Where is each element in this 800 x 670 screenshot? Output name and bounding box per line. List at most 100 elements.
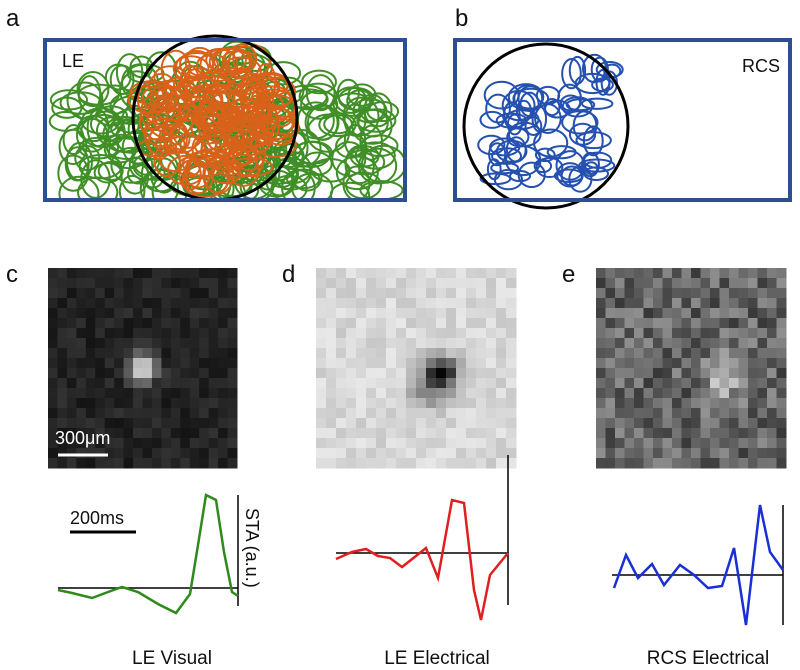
rf-ellipse	[121, 129, 155, 165]
panel-label: c	[6, 261, 18, 288]
pixel	[436, 338, 447, 349]
pixel	[66, 288, 77, 299]
pixel	[691, 438, 701, 449]
pixel	[227, 458, 238, 469]
pixel	[151, 358, 162, 369]
pixel	[76, 368, 87, 379]
pixel	[416, 288, 427, 299]
pixel	[336, 338, 347, 349]
rf-ellipse	[143, 168, 177, 193]
pixel	[161, 388, 172, 399]
pixel	[466, 278, 477, 289]
pixel	[316, 288, 327, 299]
pixel	[170, 448, 181, 459]
pixel	[227, 338, 238, 349]
pixel	[757, 358, 768, 369]
pixel	[406, 408, 417, 419]
rf-ellipse	[59, 91, 102, 115]
rf-ellipse	[533, 128, 569, 158]
pixel	[446, 368, 457, 379]
pixel	[48, 378, 58, 389]
pixel	[605, 338, 616, 349]
rf-ellipse	[200, 90, 224, 126]
pixel	[161, 458, 172, 469]
pixel	[426, 368, 437, 379]
pixel	[710, 288, 720, 299]
rf-ellipse	[179, 50, 215, 78]
pixel	[634, 408, 644, 419]
pixel	[406, 328, 417, 339]
pixel	[476, 298, 487, 309]
pixel	[104, 448, 115, 459]
pixel	[681, 358, 692, 369]
pixel	[700, 328, 711, 339]
pixel	[426, 408, 437, 419]
pixel	[142, 288, 153, 299]
pixel	[376, 408, 387, 419]
pixel	[615, 298, 625, 309]
pixel	[356, 318, 367, 329]
pixel	[57, 438, 68, 449]
pixel	[114, 378, 125, 389]
rf-ellipse	[505, 136, 527, 163]
pixel	[133, 398, 143, 409]
pixel	[66, 428, 77, 439]
pixel	[48, 298, 58, 309]
pixel	[426, 328, 437, 339]
pixel	[691, 318, 701, 329]
pixel	[199, 378, 210, 389]
pixel	[776, 378, 787, 389]
pixel	[208, 448, 219, 459]
pixel	[476, 358, 487, 369]
pixel	[466, 368, 477, 379]
pixel	[114, 448, 125, 459]
pixel	[767, 448, 777, 459]
pixel	[456, 358, 467, 369]
pixel	[151, 368, 162, 379]
pixel	[170, 278, 181, 289]
pixel	[48, 268, 58, 279]
pixel	[486, 458, 497, 469]
pixel	[729, 458, 739, 469]
sta-image	[48, 268, 238, 469]
pixel	[596, 368, 606, 379]
pixel	[114, 268, 125, 279]
pixel	[634, 298, 644, 309]
pixel	[456, 408, 467, 419]
pixel	[208, 428, 219, 439]
pixel	[624, 358, 635, 369]
pixel	[691, 278, 701, 289]
pixel	[416, 408, 427, 419]
pixel	[691, 458, 701, 469]
pixel	[406, 388, 417, 399]
pixel	[624, 438, 635, 449]
pixel	[767, 358, 777, 369]
pixel	[227, 268, 238, 279]
pixel	[199, 458, 210, 469]
pixel	[757, 368, 768, 379]
pixel	[748, 428, 758, 439]
pixel	[767, 438, 777, 449]
pixel	[48, 348, 58, 359]
pixel	[406, 278, 417, 289]
pixel	[767, 308, 777, 319]
pixel	[123, 458, 134, 469]
pixel	[426, 378, 437, 389]
pixel	[486, 398, 497, 409]
pixel	[436, 328, 447, 339]
pixel	[66, 418, 77, 429]
pixel	[446, 438, 457, 449]
pixel	[76, 418, 87, 429]
pixel	[653, 398, 663, 409]
pixel	[85, 288, 96, 299]
pixel	[208, 398, 219, 409]
pixel	[376, 318, 387, 329]
pixel	[123, 378, 134, 389]
pixel	[218, 398, 229, 409]
pixel	[776, 438, 787, 449]
pixel	[85, 338, 96, 349]
pixel	[326, 288, 337, 299]
pixel	[104, 398, 115, 409]
pixel	[316, 298, 327, 309]
pixel	[605, 298, 616, 309]
